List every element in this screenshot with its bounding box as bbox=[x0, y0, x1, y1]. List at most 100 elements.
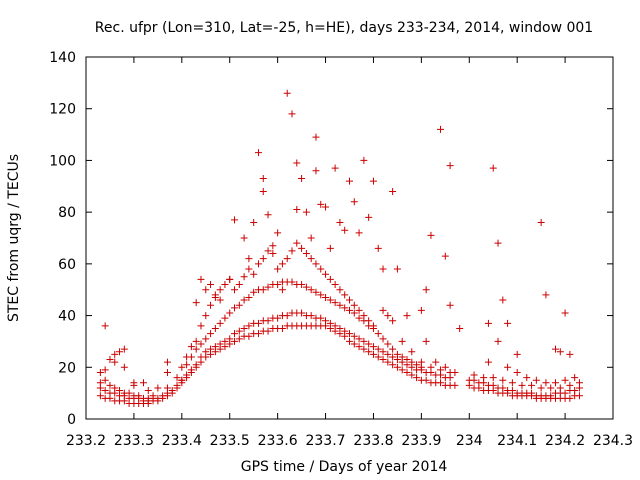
data-point bbox=[384, 312, 392, 320]
data-point bbox=[369, 350, 377, 358]
data-point bbox=[231, 337, 239, 345]
data-point bbox=[489, 381, 497, 389]
data-point bbox=[322, 317, 330, 325]
data-point bbox=[226, 309, 234, 317]
data-point bbox=[346, 296, 353, 304]
data-point bbox=[250, 270, 258, 278]
data-point bbox=[312, 133, 320, 141]
data-point bbox=[499, 296, 507, 304]
y-tick-label: 80 bbox=[58, 205, 76, 221]
data-point bbox=[355, 335, 363, 343]
data-point bbox=[216, 319, 224, 327]
data-point bbox=[163, 368, 171, 376]
data-point bbox=[307, 312, 315, 320]
data-point bbox=[446, 301, 454, 309]
data-point bbox=[202, 312, 210, 320]
data-point bbox=[192, 345, 200, 353]
data-point bbox=[226, 275, 234, 283]
data-point bbox=[331, 299, 339, 307]
data-point bbox=[250, 218, 258, 226]
data-point bbox=[575, 392, 583, 400]
data-point bbox=[528, 389, 536, 397]
data-point bbox=[216, 296, 224, 304]
y-tick-label: 20 bbox=[58, 360, 76, 376]
data-point bbox=[561, 309, 569, 317]
data-point bbox=[346, 306, 353, 314]
data-point bbox=[211, 343, 219, 351]
data-point bbox=[293, 206, 301, 214]
x-tick-labels: 233.2 233.3 233.4 233.5 233.6 233.7 233.8 233.9… bbox=[66, 433, 633, 449]
data-point bbox=[192, 299, 200, 307]
y-axis-label: STEC from uqrg / TECUs bbox=[6, 154, 22, 322]
data-point bbox=[317, 200, 325, 208]
data-point bbox=[269, 242, 277, 250]
data-point bbox=[211, 293, 219, 301]
data-point bbox=[451, 368, 459, 376]
data-point bbox=[571, 374, 579, 382]
data-point bbox=[278, 325, 286, 332]
data-point bbox=[446, 162, 454, 170]
data-point bbox=[350, 309, 358, 317]
data-point bbox=[441, 252, 449, 260]
data-point bbox=[259, 187, 267, 195]
x-tick-label: 233.5 bbox=[210, 433, 250, 449]
data-point bbox=[393, 363, 401, 371]
data-point bbox=[374, 353, 382, 361]
data-point bbox=[274, 314, 282, 322]
data-point bbox=[264, 317, 272, 325]
data-point bbox=[159, 392, 167, 400]
data-point bbox=[379, 265, 387, 273]
data-point bbox=[274, 229, 282, 237]
data-point bbox=[336, 301, 344, 309]
data-point bbox=[413, 374, 421, 382]
data-point bbox=[139, 379, 147, 387]
data-point bbox=[183, 353, 191, 361]
data-point bbox=[192, 337, 200, 345]
data-point bbox=[120, 363, 128, 371]
data-point bbox=[331, 281, 339, 289]
data-point bbox=[456, 325, 464, 332]
data-point bbox=[379, 356, 387, 364]
data-point bbox=[240, 234, 248, 242]
data-point bbox=[202, 335, 210, 343]
data-point bbox=[116, 348, 124, 356]
data-point bbox=[384, 350, 392, 358]
data-point bbox=[369, 177, 377, 185]
data-point bbox=[154, 394, 162, 402]
data-point bbox=[231, 216, 239, 224]
data-point bbox=[96, 392, 104, 400]
data-point bbox=[240, 296, 248, 304]
data-point bbox=[484, 319, 492, 327]
data-point bbox=[537, 218, 545, 226]
data-point bbox=[336, 286, 344, 294]
x-tick-label: 233.7 bbox=[305, 433, 345, 449]
data-point bbox=[566, 350, 574, 358]
data-point bbox=[408, 348, 416, 356]
data-point bbox=[264, 327, 272, 335]
data-point bbox=[120, 345, 128, 353]
data-point bbox=[307, 286, 315, 294]
data-point bbox=[470, 371, 478, 379]
plot-frame bbox=[85, 56, 614, 420]
data-point bbox=[566, 394, 574, 402]
x-tick-label: 234.2 bbox=[545, 433, 585, 449]
data-point bbox=[259, 286, 267, 294]
data-point bbox=[542, 291, 550, 299]
data-point bbox=[437, 125, 445, 133]
data-point bbox=[513, 350, 521, 358]
data-point bbox=[441, 363, 449, 371]
data-point bbox=[374, 244, 382, 252]
data-point bbox=[403, 368, 411, 376]
data-point bbox=[336, 325, 344, 332]
data-point bbox=[163, 358, 171, 366]
data-point bbox=[451, 381, 459, 389]
data-point bbox=[125, 389, 133, 397]
data-point bbox=[96, 379, 104, 387]
data-point bbox=[336, 218, 344, 226]
data-point bbox=[202, 286, 210, 294]
data-point bbox=[283, 312, 291, 320]
data-point bbox=[106, 381, 114, 389]
data-point bbox=[144, 394, 152, 402]
data-point bbox=[259, 255, 267, 263]
